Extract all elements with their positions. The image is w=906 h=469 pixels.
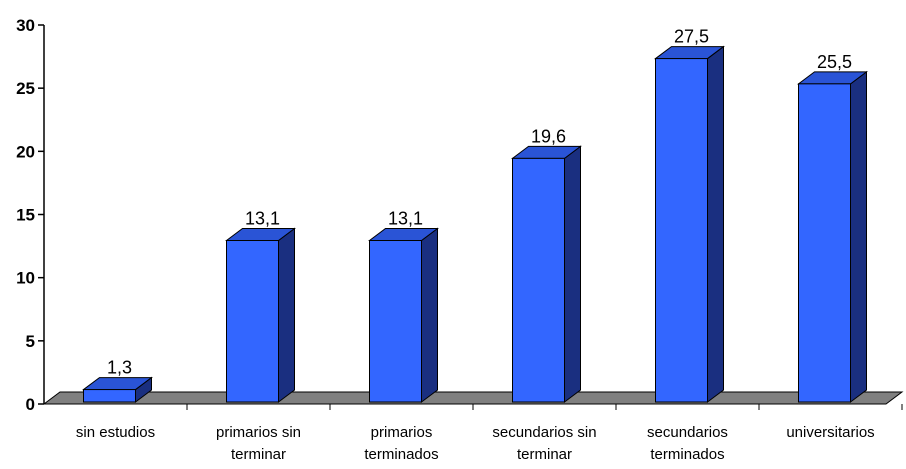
bar xyxy=(797,70,868,403)
x-tick-label: primarios terminados xyxy=(364,424,438,463)
y-tick-label: 15 xyxy=(16,206,35,225)
x-tick-label: secundarios sin terminar xyxy=(492,424,596,463)
bar-front xyxy=(83,389,136,403)
x-tick-label: primarios sin terminar xyxy=(216,424,301,463)
x-axis-labels: sin estudios primarios sin terminar primari… xyxy=(76,424,875,463)
data-label: 1,3 xyxy=(107,358,132,378)
x-tick-label: universitarios xyxy=(786,424,874,441)
y-tick-label: 10 xyxy=(16,269,35,288)
bar xyxy=(368,227,439,403)
bar-front xyxy=(369,240,422,403)
y-axis: 0 5 10 15 20 25 30 xyxy=(16,16,903,414)
chart-floor xyxy=(42,391,904,405)
y-tick-label: 5 xyxy=(26,332,35,351)
bar-front xyxy=(798,83,851,403)
bar xyxy=(511,145,582,403)
bar-side xyxy=(564,145,581,403)
y-tick-label: 25 xyxy=(16,79,35,98)
bar-side xyxy=(707,45,724,403)
bar xyxy=(654,45,725,403)
bar xyxy=(225,227,296,403)
x-tick-label: sin estudios xyxy=(76,424,155,441)
data-label: 13,1 xyxy=(388,209,423,229)
y-tick-label: 30 xyxy=(16,16,35,35)
data-label: 13,1 xyxy=(245,209,280,229)
bar-front xyxy=(226,240,279,403)
x-tick-label: secundarios terminados xyxy=(647,424,728,463)
bar xyxy=(82,376,153,403)
data-labels: 1,3 13,1 13,1 19,6 27,5 25,5 xyxy=(107,27,852,378)
bar-front xyxy=(655,58,708,403)
bar-side xyxy=(278,227,295,403)
data-label: 25,5 xyxy=(817,52,852,72)
data-label: 19,6 xyxy=(531,126,566,146)
bars xyxy=(82,45,868,403)
floor-plane xyxy=(42,391,904,405)
bar-side xyxy=(421,227,438,403)
bar-front xyxy=(512,157,565,403)
bar-side xyxy=(850,70,867,403)
data-label: 27,5 xyxy=(674,27,709,47)
y-tick-label: 20 xyxy=(16,142,35,161)
y-tick-label: 0 xyxy=(26,395,35,414)
